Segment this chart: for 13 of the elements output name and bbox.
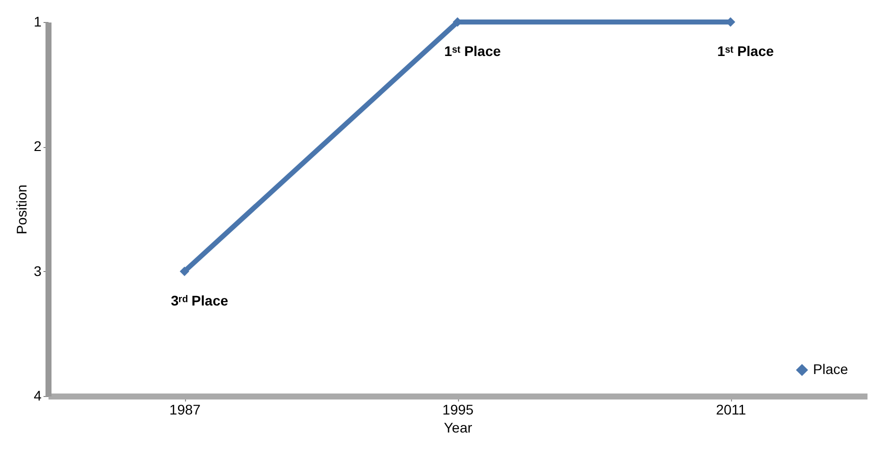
annotation: 3ʳᵈ Place: [170, 292, 228, 308]
y-tick-label: 1: [34, 14, 42, 30]
x-axis-title: Year: [444, 420, 472, 436]
x-tick-label: 1987: [169, 402, 201, 418]
y-tick-label: 2: [34, 138, 42, 154]
y-axis-title: Position: [14, 184, 30, 234]
legend-label: Place: [813, 361, 848, 377]
y-tick-label: 4: [34, 388, 42, 404]
x-tick-label: 1995: [442, 402, 474, 418]
annotation: 1ˢᵗ Place: [444, 43, 501, 59]
annotation: 1ˢᵗ Place: [717, 43, 774, 59]
y-tick-label: 3: [34, 262, 42, 279]
x-tick-label: 2011: [716, 402, 746, 418]
